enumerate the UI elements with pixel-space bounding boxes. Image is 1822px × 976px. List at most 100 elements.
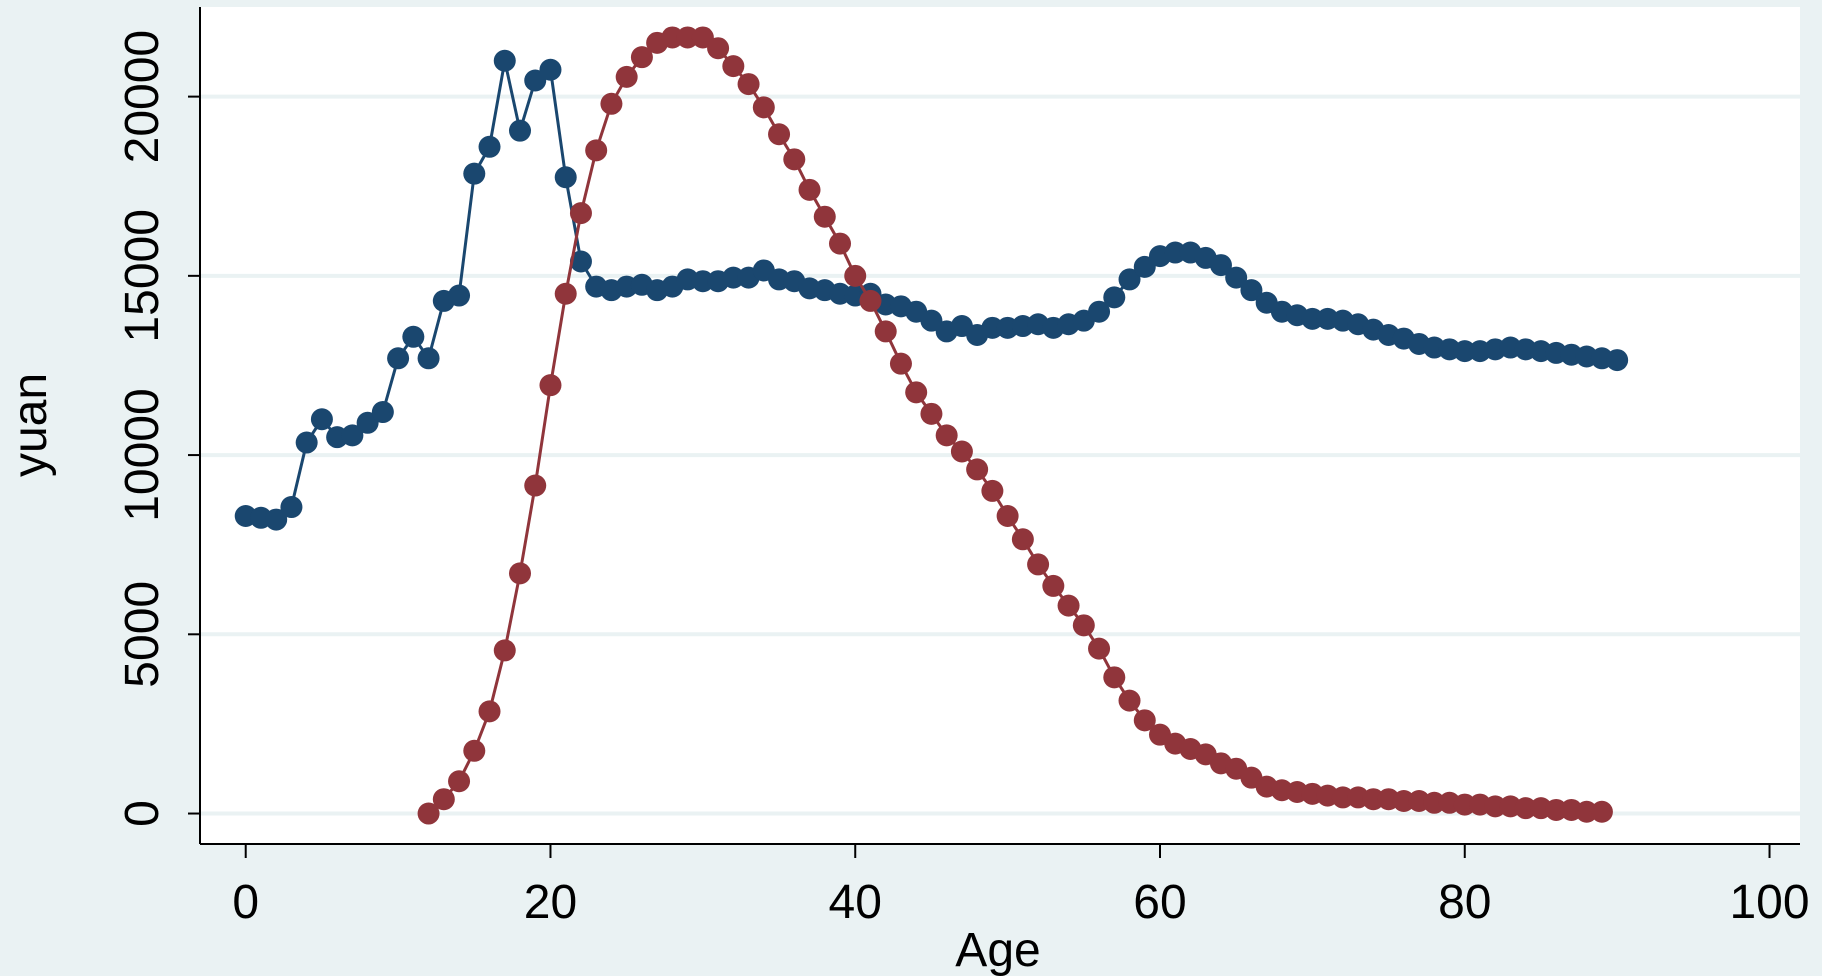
data-point [493,639,516,662]
data-point [448,284,471,307]
x-tick-label: 100 [1729,876,1809,929]
data-point [1606,349,1629,372]
data-point [509,119,531,142]
data-point [509,562,531,585]
data-point [889,352,912,375]
data-point [722,55,745,78]
data-point [310,408,333,431]
data-point [1362,788,1385,811]
series-2 [417,26,1613,825]
data-point [935,424,958,447]
data-point [1072,614,1095,637]
data-point [783,148,806,171]
data-point [1164,241,1187,264]
data-point [1225,266,1248,289]
data-point [920,402,943,425]
data-point [813,205,836,228]
data-point [676,26,699,49]
y-axis-label: yuan [4,373,57,477]
data-point [874,320,897,343]
x-axis-label: Age [955,924,1040,976]
x-tick-label: 80 [1438,876,1491,929]
data-point [585,139,608,162]
data-point [356,411,379,434]
data-point [1209,254,1232,277]
data-point [691,270,714,293]
data-point [707,37,730,60]
data-point [1392,789,1415,812]
data-point [798,178,821,201]
data-point [1027,553,1050,576]
data-point [539,374,562,397]
y-tick-label: 5000 [116,581,169,688]
data-point [478,700,501,723]
data-point [554,282,577,305]
data-point [371,401,394,424]
data-point [295,431,318,454]
data-point [463,162,486,185]
data-point [996,505,1019,528]
data-point [1514,797,1537,820]
data-point [966,458,989,481]
data-point [448,770,471,793]
data-point [432,788,455,811]
data-point [402,325,425,348]
data-point [829,232,851,255]
x-tick-label: 0 [232,876,259,929]
data-point [722,266,745,289]
data-point [950,440,973,463]
data-point [1042,574,1065,597]
data-point [1133,709,1156,732]
data-point [569,202,592,225]
data-point [1103,286,1126,309]
y-tick-label: 10000 [116,388,169,521]
data-point [737,73,760,96]
data-point [554,166,577,189]
data-point [905,381,928,404]
data-point [768,123,791,146]
x-tick-label: 60 [1133,876,1186,929]
data-point [661,26,684,49]
y-tick-label: 20000 [116,30,169,163]
data-point [752,96,775,119]
data-point [1590,800,1613,823]
data-point [478,135,501,158]
data-point [1575,800,1598,823]
data-point [1088,300,1111,323]
data-point [417,802,440,825]
plot-area [200,7,1800,844]
data-point [387,347,410,370]
data-point [859,289,882,312]
data-point [630,46,653,69]
data-point [1133,255,1156,278]
series-1 [234,49,1629,531]
data-point [1484,795,1507,818]
data-point [493,49,516,72]
data-point [1545,798,1568,821]
y-tick-label: 15000 [116,209,169,342]
data-point [981,316,1004,339]
ticks: 0 5000 10000 15000 20000 0 20 40 60 80 100 [116,30,1810,929]
data-point [691,26,714,49]
data-point [615,65,638,88]
y-tick-label: 0 [116,800,169,827]
data-point [1331,786,1354,809]
series-group [234,26,1629,825]
data-point [539,58,562,81]
data-point [1118,689,1141,712]
data-point [1011,528,1034,551]
data-point [981,479,1004,502]
data-point [1088,637,1111,660]
data-point [524,474,547,497]
data-point [1423,791,1446,814]
data-point [1103,666,1126,689]
data-point [844,264,867,287]
data-point [1453,793,1476,816]
data-point [1453,340,1476,363]
data-point [280,496,303,519]
data-point [463,739,486,762]
x-tick-label: 20 [524,876,577,929]
data-point [1118,268,1141,291]
data-point [1301,307,1324,330]
